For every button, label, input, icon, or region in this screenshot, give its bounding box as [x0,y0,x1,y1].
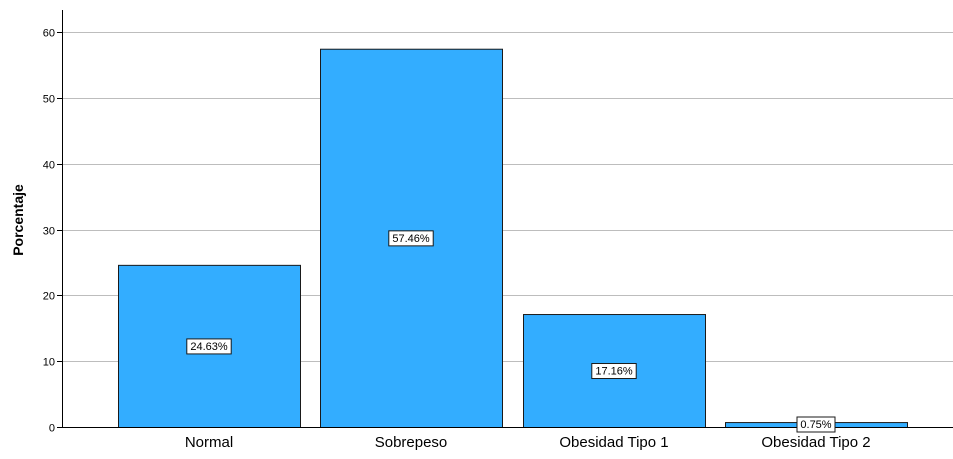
x-tick-label: Obesidad Tipo 2 [761,434,870,451]
x-tick-label: Obesidad Tipo 1 [559,434,668,451]
data-label: 17.16% [591,363,637,380]
y-tick-label: 0 [49,423,55,435]
data-label-text: 17.16% [595,366,633,378]
y-tick-label: 20 [43,291,55,303]
axes: 0 10 20 30 40 50 60 Normal Sobrepeso Obesidad Tip… [43,10,953,451]
bars [118,48,908,429]
data-label: 57.46% [388,230,434,247]
data-label: 0.75% [796,416,836,433]
data-label: 24.63% [186,338,232,355]
y-tick-label: 50 [43,94,55,106]
data-label-text: 24.63% [190,341,228,353]
y-axis-title: Porcentaje [10,184,26,256]
data-label-box [591,363,637,380]
y-tick-label: 10 [43,357,55,369]
data-label-text: 57.46% [392,233,430,245]
data-label-box [388,230,434,247]
data-label-box [186,338,232,355]
x-tick-label: Normal [185,434,233,451]
data-label-text: 0.75% [800,419,831,431]
data-label-box [796,416,836,433]
x-tick-label: Sobrepeso [375,434,448,451]
y-tick-label: 60 [43,28,55,40]
y-tick-label: 40 [43,160,55,172]
data-labels: 24.63% 57.46% 17.16% 0.75% [186,230,836,433]
y-tick-label: 30 [43,226,55,238]
